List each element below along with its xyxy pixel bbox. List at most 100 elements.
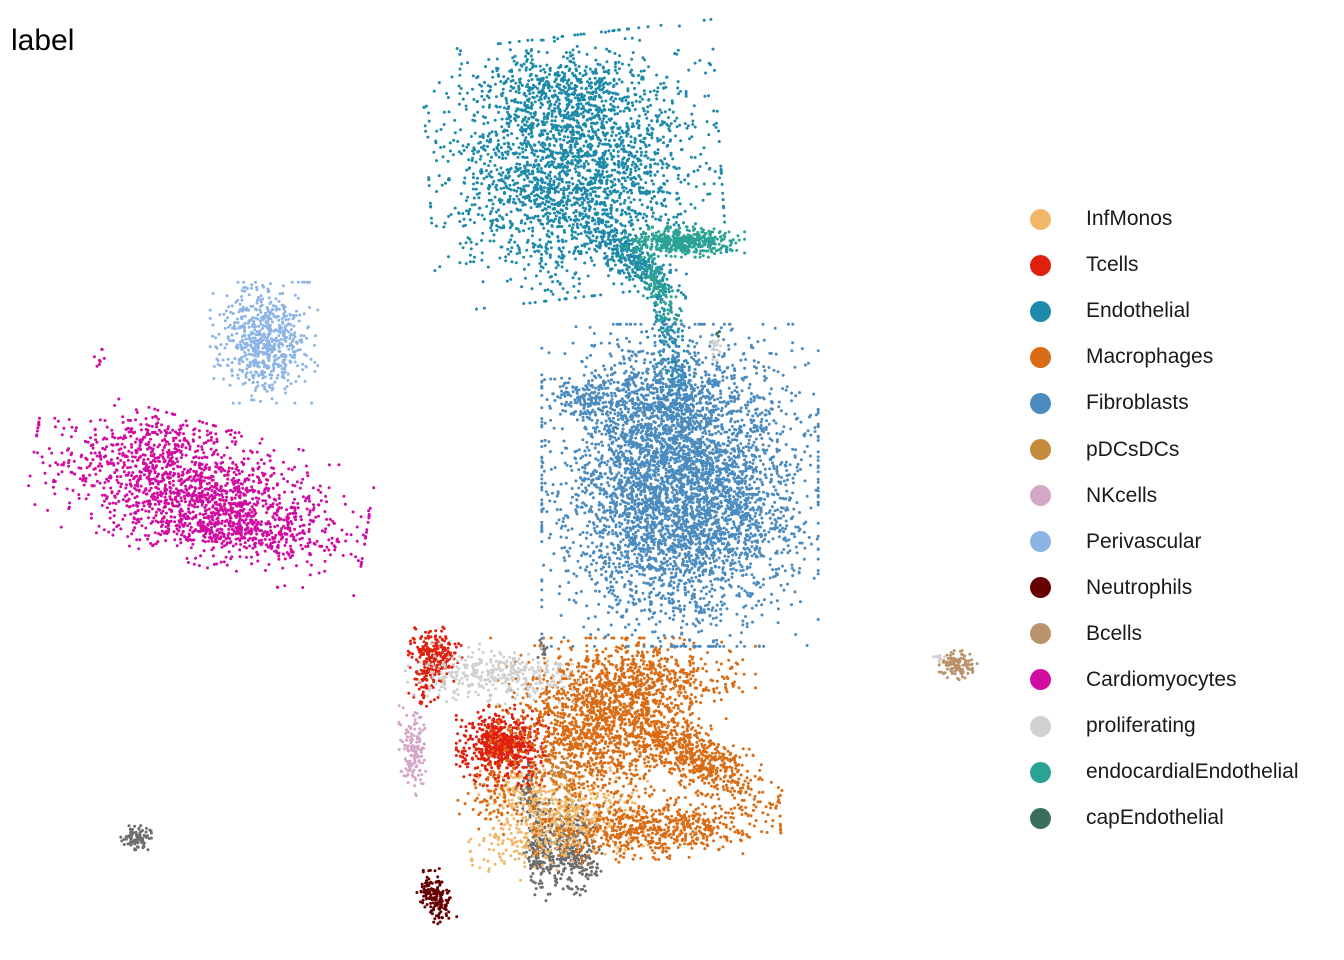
data-point <box>675 191 679 195</box>
data-point <box>598 186 602 190</box>
data-point <box>476 100 479 103</box>
data-point <box>623 198 627 202</box>
data-point <box>517 852 521 856</box>
data-point <box>487 870 491 873</box>
data-point <box>539 188 543 192</box>
data-point <box>523 222 527 225</box>
data-point <box>659 23 663 27</box>
data-point <box>647 123 651 127</box>
data-point <box>435 190 439 193</box>
data-point <box>536 804 540 807</box>
data-point <box>423 124 427 128</box>
data-point <box>507 145 511 149</box>
data-point <box>610 117 613 121</box>
data-point <box>626 95 630 99</box>
data-point <box>589 125 593 129</box>
data-point <box>457 84 461 88</box>
data-point <box>637 211 641 215</box>
data-point <box>581 182 585 186</box>
data-point <box>553 103 557 107</box>
data-point <box>534 74 538 78</box>
data-point <box>468 253 472 257</box>
data-point <box>593 218 596 222</box>
data-point <box>562 854 566 858</box>
data-point <box>587 108 591 112</box>
data-point <box>526 781 529 785</box>
data-point <box>494 732 498 736</box>
data-point <box>588 857 592 860</box>
data-point <box>495 168 499 172</box>
data-point <box>508 824 512 827</box>
data-point <box>563 75 567 78</box>
data-point <box>538 850 542 854</box>
data-point <box>554 266 558 270</box>
series-InfMonos <box>467 758 657 882</box>
data-point <box>704 161 708 165</box>
data-point <box>598 63 602 67</box>
data-point <box>677 284 681 288</box>
data-point <box>557 131 561 135</box>
data-point <box>563 215 567 219</box>
data-point <box>702 182 706 186</box>
data-point <box>541 170 545 174</box>
data-point <box>464 758 468 762</box>
data-point <box>662 199 666 203</box>
data-point <box>516 830 520 834</box>
data-point <box>589 849 593 853</box>
data-point <box>499 718 503 722</box>
data-point <box>520 774 523 778</box>
data-point <box>631 160 635 164</box>
data-point <box>119 835 123 839</box>
data-point <box>576 249 580 253</box>
data-point <box>539 191 543 195</box>
data-point <box>472 743 476 747</box>
data-point <box>524 129 528 133</box>
data-point <box>594 104 598 108</box>
data-point <box>524 136 528 140</box>
data-point <box>656 148 660 152</box>
data-point <box>642 137 646 141</box>
data-point <box>559 782 563 786</box>
data-point <box>585 52 589 56</box>
data-point <box>543 653 547 656</box>
data-point <box>593 821 597 825</box>
data-point <box>663 182 667 186</box>
data-point <box>538 879 542 883</box>
data-point <box>453 642 457 646</box>
data-point <box>560 872 564 876</box>
data-point <box>561 887 565 891</box>
data-point <box>506 152 510 156</box>
data-point <box>600 852 604 855</box>
data-point <box>464 741 468 745</box>
data-point <box>510 813 514 817</box>
data-point <box>482 858 486 861</box>
data-point <box>483 148 487 152</box>
data-point <box>547 219 551 223</box>
data-point <box>517 84 521 88</box>
data-point <box>523 776 526 780</box>
data-point <box>548 99 552 103</box>
data-point <box>609 152 613 156</box>
data-point <box>500 117 504 121</box>
data-point <box>527 79 531 83</box>
data-point <box>570 803 574 806</box>
data-point <box>637 159 640 163</box>
data-point <box>608 81 612 85</box>
data-point <box>627 153 631 157</box>
data-point <box>527 263 531 267</box>
data-point <box>420 685 423 689</box>
data-point <box>548 858 552 862</box>
data-point <box>462 775 466 779</box>
data-point <box>535 187 539 190</box>
data-point <box>565 269 569 273</box>
data-point <box>518 791 522 794</box>
data-point <box>139 836 143 840</box>
data-point <box>509 774 513 778</box>
data-point <box>507 105 511 109</box>
data-point <box>476 757 480 761</box>
data-point <box>553 819 557 823</box>
data-point <box>536 866 539 870</box>
data-point <box>627 63 631 67</box>
data-point <box>593 46 597 50</box>
data-point <box>453 131 457 135</box>
